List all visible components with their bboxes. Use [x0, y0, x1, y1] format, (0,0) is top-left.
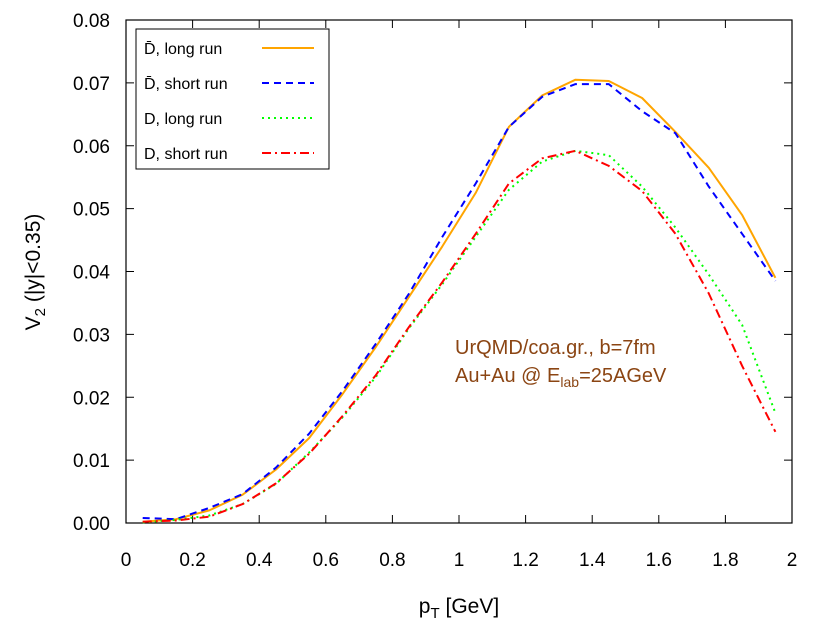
x-axis-title: pT [GeV] [419, 595, 499, 622]
y-tick-label: 0.03 [73, 325, 110, 346]
x-axis-title-unit: [GeV] [440, 595, 500, 618]
x-tick-label: 0.2 [179, 550, 205, 571]
y-tick-label: 0.08 [73, 11, 110, 32]
y-axis-title-sub: 2 [32, 308, 49, 316]
y-tick-label: 0.01 [73, 451, 110, 472]
y-axis-ticks: 0.00 0.01 0.02 0.03 0.04 0.05 0.06 0.07 0.08 [73, 11, 792, 535]
legend-label-0: D̄, long run [144, 41, 222, 58]
y-tick-label: 0.00 [73, 514, 110, 535]
legend-label-1: D̄, short run [144, 76, 228, 93]
annotation-system-main: Au+Au @ E [455, 365, 560, 387]
y-axis-title-rest: (|y|<0.35) [22, 214, 45, 308]
x-tick-label: 1.6 [646, 550, 672, 571]
y-tick-label: 0.04 [73, 263, 110, 284]
x-axis-ticks: 0 0.2 0.4 0.6 0.8 1 1.2 1.4 1.6 1.8 2 [121, 20, 798, 571]
y-axis-title-main: V [22, 316, 45, 330]
x-tick-label: 1.8 [712, 550, 738, 571]
series-line-3 [142, 149, 777, 523]
annotation-system-sub: lab [560, 374, 579, 390]
legend-label-3: D, short run [144, 146, 228, 163]
legend: D̄, long run D̄, short run D, long run D… [135, 28, 330, 170]
x-tick-label: 1 [454, 550, 465, 571]
x-tick-label: 0.6 [313, 550, 339, 571]
annotation-system-end: =25AGeV [579, 365, 667, 387]
x-tick-label: 1.4 [579, 550, 606, 571]
x-tick-label: 0.8 [379, 550, 405, 571]
y-tick-label: 0.06 [73, 137, 110, 158]
x-tick-label: 1.2 [512, 550, 538, 571]
annotation-system: Au+Au @ Elab=25AGeV [455, 365, 667, 390]
x-axis-title-sub: T [430, 605, 439, 622]
legend-label-2: D, long run [144, 111, 222, 128]
x-tick-label: 2 [787, 550, 798, 571]
y-tick-label: 0.02 [73, 388, 110, 409]
series-layer [142, 78, 777, 524]
series-line-1 [142, 83, 777, 521]
x-tick-label: 0.4 [246, 550, 273, 571]
annotation-model: UrQMD/coa.gr., b=7fm [455, 337, 656, 359]
y-tick-label: 0.05 [73, 200, 110, 221]
x-tick-label: 0 [121, 550, 132, 571]
x-axis-title-main: p [419, 595, 431, 618]
y-axis-title: V2 (|y|<0.35) [22, 214, 49, 331]
legend-box [135, 28, 330, 170]
y-tick-label: 0.07 [73, 74, 110, 95]
